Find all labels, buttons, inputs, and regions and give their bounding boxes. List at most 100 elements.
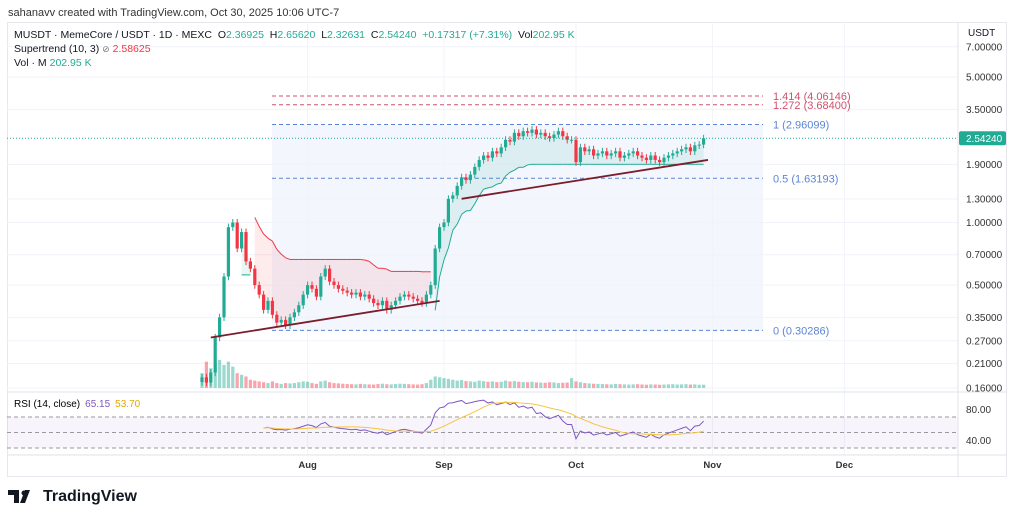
- volume-bar: [583, 383, 587, 388]
- volume-bar: [688, 384, 692, 388]
- supertrend-fill: [488, 154, 493, 188]
- low-value: 2.32631: [327, 29, 366, 41]
- candle-body: [222, 276, 226, 318]
- candle-body: [213, 337, 217, 373]
- supertrend-fill: [268, 238, 273, 308]
- volume-bar: [600, 384, 604, 388]
- supertrend-fill: [461, 178, 466, 215]
- volume-bar: [319, 381, 323, 388]
- candle-body: [490, 151, 494, 158]
- supertrend-line: [522, 164, 528, 168]
- supertrend-fill: [364, 259, 370, 297]
- supertrend-fill: [549, 136, 554, 165]
- volume-bar: [671, 384, 675, 388]
- candle-body: [275, 314, 279, 323]
- price-tick-label: 5.00000: [966, 73, 1003, 84]
- candle-body: [614, 151, 618, 154]
- chart-credit: sahanavv created with TradingView.com, O…: [8, 7, 340, 19]
- high-value: 2.65620: [277, 29, 316, 41]
- candle-body: [358, 292, 362, 297]
- supertrend-fill: [558, 132, 563, 165]
- volume-bar: [539, 382, 543, 388]
- supertrend-line: [514, 166, 520, 171]
- supertrend-line: [509, 169, 515, 173]
- candle-body: [200, 377, 204, 382]
- candle-body: [561, 131, 565, 137]
- supertrend-line: [258, 226, 265, 235]
- supertrend-fill: [567, 138, 572, 165]
- rsi-line: [263, 399, 704, 440]
- candle-body: [284, 319, 288, 326]
- candle-body: [688, 147, 692, 152]
- rsi-tick-label: 40.00: [966, 436, 991, 447]
- volume-bar: [407, 384, 411, 388]
- rsi-legend: RSI (14, close) 65.15 53.70: [14, 399, 141, 410]
- volume-bar: [631, 384, 635, 388]
- candle-body: [350, 292, 354, 295]
- price-tick-label: 3.50000: [966, 105, 1003, 116]
- volume-bar: [504, 380, 508, 388]
- supertrend-fill: [518, 133, 524, 168]
- symbol-title[interactable]: MUSDT · MemeCore / USDT · 1D · MEXC: [14, 29, 212, 41]
- fib-level-label: 0 (0.30286): [773, 325, 829, 337]
- candle-body: [534, 129, 538, 135]
- volume-bar: [416, 384, 420, 388]
- hidden-eye-icon[interactable]: ⊘: [102, 44, 110, 54]
- supertrend-fill: [356, 259, 361, 295]
- volume-bar: [653, 384, 657, 388]
- open-value: 2.36925: [225, 29, 264, 41]
- candle-body: [367, 294, 371, 299]
- candle-body: [495, 151, 499, 154]
- supertrend-fill: [338, 259, 343, 290]
- volume-row: Vol · M 202.95 K: [14, 56, 575, 70]
- volume-bar: [517, 381, 521, 388]
- candle-body: [310, 285, 314, 289]
- candle-body: [257, 285, 261, 295]
- candle-body: [578, 147, 582, 163]
- supertrend-fill: [699, 141, 704, 165]
- candle-body: [653, 155, 657, 160]
- candle-body: [631, 151, 635, 154]
- candle-body: [442, 222, 446, 228]
- time-tick-label: Sep: [435, 460, 453, 471]
- supertrend-fill: [664, 156, 669, 165]
- volume-bar: [231, 366, 235, 388]
- supertrend-fill: [281, 254, 286, 323]
- volume-bar: [499, 381, 503, 388]
- price-tick-label: 7.00000: [966, 42, 1003, 53]
- volume-label[interactable]: Vol · M: [14, 57, 47, 69]
- candle-body: [389, 305, 393, 310]
- candle-body: [424, 294, 428, 304]
- candle-body: [600, 151, 604, 154]
- volume-bar: [486, 381, 490, 388]
- candle-body: [385, 300, 389, 310]
- candle-body: [556, 131, 560, 135]
- candle-body: [270, 300, 274, 315]
- volume-bar: [372, 384, 376, 388]
- volume-bar: [394, 384, 398, 388]
- candle-body: [605, 151, 609, 156]
- time-tick-label: Dec: [836, 460, 853, 471]
- close-value: 2.54240: [378, 29, 417, 41]
- supertrend-fill: [347, 259, 352, 294]
- supertrend-fill: [510, 137, 515, 173]
- supertrend-line: [478, 188, 485, 197]
- candle-body: [622, 155, 626, 158]
- candle-body: [301, 294, 305, 306]
- supertrend-fill: [272, 241, 277, 319]
- supertrend-fill: [452, 190, 458, 231]
- candle-body: [508, 139, 512, 142]
- volume-bar: [530, 381, 534, 388]
- change-value: +0.17317 (+7.31%): [422, 29, 513, 41]
- supertrend-line: [364, 259, 370, 262]
- tradingview-logo[interactable]: TradingView: [8, 488, 137, 506]
- supertrend-label[interactable]: Supertrend (10, 3): [14, 43, 100, 55]
- currency-label[interactable]: USDT: [968, 28, 996, 39]
- candle-body: [336, 285, 340, 289]
- volume-bar: [438, 377, 442, 388]
- volume-bar: [350, 384, 354, 388]
- price-tick-label: 1.90000: [966, 160, 1003, 171]
- price-tick-label: 0.50000: [966, 281, 1003, 292]
- supertrend-fill: [312, 259, 317, 293]
